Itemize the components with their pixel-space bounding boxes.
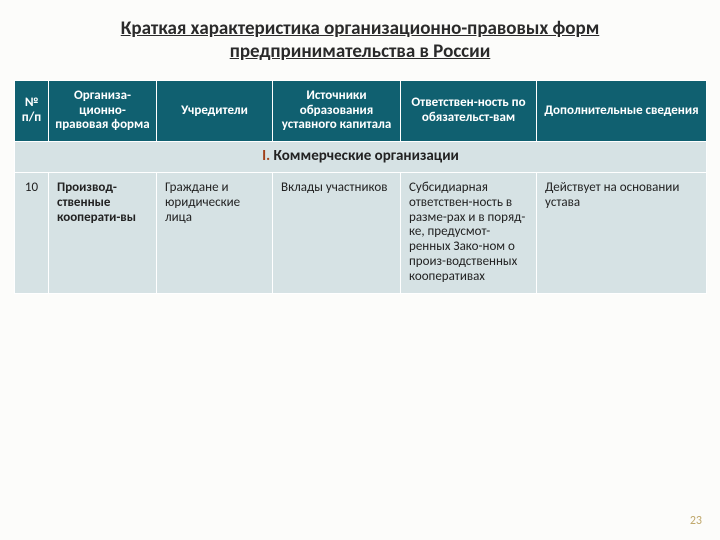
page-number: 23 (690, 514, 702, 528)
col-number: № п/п (15, 80, 49, 142)
col-liability: Ответствен-ность по обязательст-вам (401, 80, 537, 142)
cell-extra: Действует на основании устава (537, 172, 707, 294)
cell-liability: Субсидиарная ответствен-ность в разме-ра… (401, 172, 537, 294)
col-sources: Источники образования уставного капитала (273, 80, 401, 142)
cell-form: Производ-ственные кооперати-вы (49, 172, 157, 294)
cell-number: 10 (15, 172, 49, 294)
forms-table: № п/п Организа-ционно-правовая форма Учр… (14, 80, 707, 295)
section-number: I. (262, 147, 270, 165)
table-header-row: № п/п Организа-ционно-правовая форма Учр… (15, 80, 707, 142)
table-row: 10 Производ-ственные кооперати-вы Гражда… (15, 172, 707, 294)
page-title: Краткая характеристика организационно-пр… (0, 0, 720, 72)
section-label: Коммерческие организации (274, 147, 459, 165)
cell-sources: Вклады участников (273, 172, 401, 294)
col-extra: Дополнительные сведения (537, 80, 707, 142)
slide: Краткая характеристика организационно-пр… (0, 0, 720, 540)
col-founders: Учредители (157, 80, 273, 142)
section-cell: I. Коммерческие организации (15, 142, 707, 172)
cell-founders: Граждане и юридические лица (157, 172, 273, 294)
col-form: Организа-ционно-правовая форма (49, 80, 157, 142)
section-row: I. Коммерческие организации (15, 142, 707, 172)
